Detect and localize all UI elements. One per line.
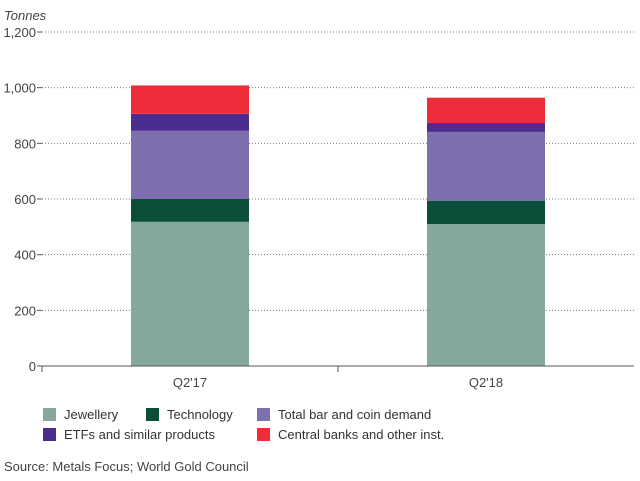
legend-swatch	[257, 408, 270, 421]
legend-label: Central banks and other inst.	[278, 427, 445, 442]
y-axis-label: Tonnes	[4, 8, 47, 23]
bar-segment	[131, 113, 249, 131]
bar-segment	[131, 221, 249, 366]
bar-segment	[427, 123, 545, 132]
legend-item: Central banks and other inst.	[257, 427, 444, 442]
legend-item: Jewellery	[43, 407, 118, 422]
source-note: Source: Metals Focus; World Gold Council	[4, 459, 249, 474]
y-tick-label: 1,000	[3, 81, 36, 96]
y-tick-label: 600	[14, 192, 36, 207]
legend-label: Technology	[167, 407, 233, 422]
y-tick-label: 400	[14, 248, 36, 263]
x-tick-label: Q2'18	[469, 375, 503, 390]
x-tick-label: Q2'17	[173, 375, 207, 390]
legend-item: ETFs and similar products	[43, 427, 215, 442]
bar-segment	[427, 224, 545, 366]
legend-swatch	[257, 428, 270, 441]
y-tick-label: 0	[29, 359, 36, 374]
bar-segment	[427, 97, 545, 124]
legend-label: ETFs and similar products	[64, 427, 215, 442]
y-tick-label: 1,200	[3, 25, 36, 40]
legend-label: Total bar and coin demand	[278, 407, 432, 422]
gridlines	[42, 31, 634, 311]
legend-item: Total bar and coin demand	[257, 407, 431, 422]
legend-swatch	[43, 428, 56, 441]
bar-segment	[131, 85, 249, 114]
y-tick-label: 200	[14, 303, 36, 318]
legend-label: Jewellery	[64, 407, 119, 422]
x-tick-labels: Q2'17 Q2'18	[41, 366, 503, 390]
legend-item: Technology	[146, 407, 233, 422]
bar-segment	[427, 131, 545, 201]
legend-swatch	[43, 408, 56, 421]
bar-segment	[131, 199, 249, 222]
bar-segment	[131, 130, 249, 199]
bar-segment	[427, 200, 545, 225]
y-ticks: 0 200 400 600 800 1,000 1,200	[3, 25, 42, 374]
y-tick-label: 800	[14, 136, 36, 151]
bars	[131, 85, 545, 366]
legend-swatch	[146, 408, 159, 421]
